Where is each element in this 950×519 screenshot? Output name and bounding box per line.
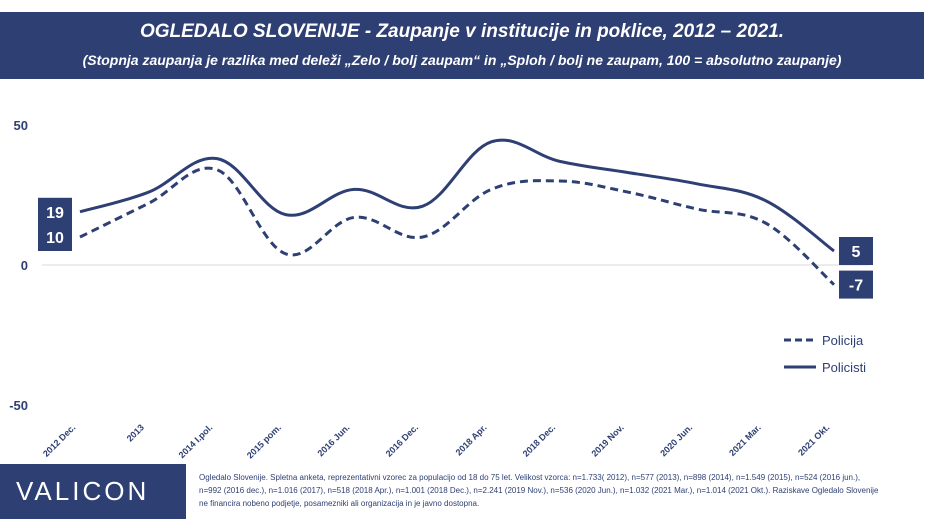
x-tick-label: 2021 Okt. [796,422,831,457]
data-label-box [38,223,72,251]
x-tick-label: 2019 Nov. [589,422,625,458]
x-tick-label: 2018 Dec. [521,422,557,458]
logo-text: VALICON [16,476,150,506]
x-tick-label: 2014 I.pol. [177,422,215,460]
data-label-box [839,237,873,265]
chart-header: OGLEDALO SLOVENIJE - Zaupanje v instituc… [0,12,924,79]
data-label: 19 [46,205,64,222]
data-label: 10 [46,230,64,247]
series-line-policisti [79,138,835,253]
x-tick-label: 2016 Dec. [384,422,420,458]
x-tick-label: 2013 [125,422,146,443]
footnote: Ogledalo Slovenije. Spletna anketa, repr… [199,473,879,508]
data-label-box [38,197,72,226]
y-tick-label: 0 [21,258,28,273]
x-tick-label: 2012 Dec. [41,422,77,458]
legend-label: Policija [822,333,864,348]
chart-subtitle: (Stopnja zaupanja je razlika med deleži … [82,52,842,68]
chart-title: OGLEDALO SLOVENIJE - Zaupanje v instituc… [139,21,785,42]
data-label: -7 [849,278,863,295]
x-tick-label: 2020 Jun. [658,422,694,458]
y-tick-label: 50 [14,118,28,133]
x-tick-label: 2018 Apr. [454,422,489,457]
x-tick-label: 2021 Mar. [727,422,763,458]
valicon-logo: VALICON [0,464,186,519]
line-chart: 50 0 -50 2012 Dec. 2013 2014 I.pol. 2015 pom. 2… [9,118,873,461]
x-tick-label: 2015 pom. [245,422,283,460]
x-tick-label: 2016 Jun. [316,422,352,458]
data-label-box [839,270,873,299]
data-label: 5 [852,244,861,261]
series-line-policija [79,166,836,286]
legend-label: Policisti [822,360,866,375]
y-tick-label: -50 [9,398,28,413]
